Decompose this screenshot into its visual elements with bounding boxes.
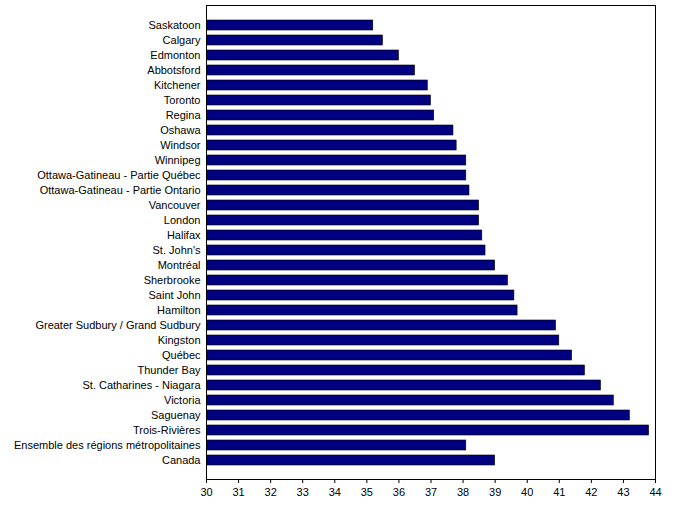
svg-text:34: 34 bbox=[329, 486, 341, 498]
svg-text:Trois-Rivières: Trois-Rivières bbox=[133, 424, 201, 436]
svg-text:43: 43 bbox=[617, 486, 629, 498]
svg-text:38: 38 bbox=[457, 486, 469, 498]
svg-text:Ottawa-Gatineau - Partie Ontar: Ottawa-Gatineau - Partie Ontario bbox=[40, 184, 201, 196]
svg-text:Calgary: Calgary bbox=[163, 34, 201, 46]
svg-text:St. John's: St. John's bbox=[153, 244, 201, 256]
svg-text:Halifax: Halifax bbox=[167, 229, 201, 241]
svg-text:36: 36 bbox=[393, 486, 405, 498]
svg-text:35: 35 bbox=[361, 486, 373, 498]
svg-text:Ottawa-Gatineau - Partie Québe: Ottawa-Gatineau - Partie Québec bbox=[37, 169, 201, 181]
svg-text:Québec: Québec bbox=[162, 349, 201, 361]
svg-text:Kingston: Kingston bbox=[158, 334, 201, 346]
svg-text:Saint John: Saint John bbox=[149, 289, 201, 301]
svg-text:Saskatoon: Saskatoon bbox=[149, 19, 201, 31]
svg-text:32: 32 bbox=[265, 486, 277, 498]
svg-text:30: 30 bbox=[200, 486, 212, 498]
svg-text:Windsor: Windsor bbox=[160, 139, 201, 151]
svg-text:Winnipeg: Winnipeg bbox=[155, 154, 201, 166]
svg-text:Canada: Canada bbox=[162, 454, 201, 466]
svg-text:Regina: Regina bbox=[166, 109, 202, 121]
svg-text:Victoria: Victoria bbox=[164, 394, 201, 406]
svg-text:31: 31 bbox=[232, 486, 244, 498]
svg-text:40: 40 bbox=[521, 486, 533, 498]
svg-text:Thunder Bay: Thunder Bay bbox=[138, 364, 201, 376]
svg-text:37: 37 bbox=[425, 486, 437, 498]
svg-text:Toronto: Toronto bbox=[164, 94, 201, 106]
svg-text:St. Catharines - Niagara: St. Catharines - Niagara bbox=[83, 379, 202, 391]
svg-text:33: 33 bbox=[297, 486, 309, 498]
svg-text:Hamilton: Hamilton bbox=[157, 304, 200, 316]
svg-text:Greater Sudbury / Grand Sudbur: Greater Sudbury / Grand Sudbury bbox=[35, 319, 201, 331]
svg-text:Abbotsford: Abbotsford bbox=[147, 64, 200, 76]
svg-text:42: 42 bbox=[585, 486, 597, 498]
svg-text:Saguenay: Saguenay bbox=[151, 409, 201, 421]
svg-text:Vancouver: Vancouver bbox=[149, 199, 201, 211]
svg-text:Kitchener: Kitchener bbox=[154, 79, 201, 91]
svg-text:Edmonton: Edmonton bbox=[150, 49, 200, 61]
svg-text:39: 39 bbox=[489, 486, 501, 498]
svg-text:Oshawa: Oshawa bbox=[160, 124, 201, 136]
svg-text:44: 44 bbox=[649, 486, 661, 498]
svg-text:41: 41 bbox=[553, 486, 565, 498]
svg-text:London: London bbox=[164, 214, 201, 226]
svg-text:Montréal: Montréal bbox=[158, 259, 201, 271]
svg-text:Ensemble des régions métropoli: Ensemble des régions métropolitaines bbox=[14, 439, 201, 451]
svg-text:Sherbrooke: Sherbrooke bbox=[144, 274, 201, 286]
